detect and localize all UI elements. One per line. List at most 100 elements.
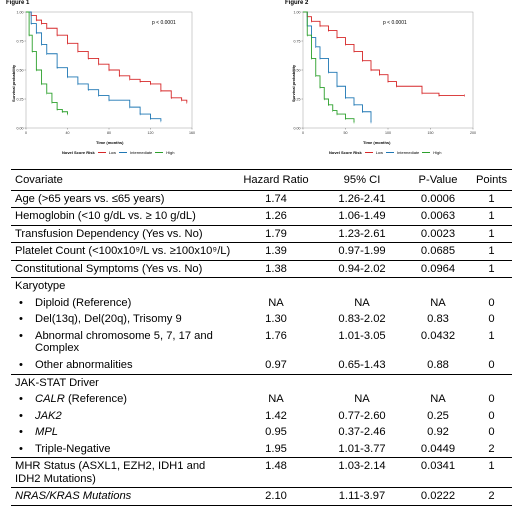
column-header-points: Points	[469, 169, 512, 191]
table-header-row: Covariate Hazard Ratio 95% CI P-Value Po…	[11, 169, 512, 191]
points-cell: 1	[469, 457, 512, 488]
figure-2-title: Figure 2	[285, 0, 309, 6]
x-tick-label: 150	[428, 131, 434, 135]
points-cell: 1	[469, 224, 512, 243]
legend-swatch-low	[364, 152, 373, 153]
figure-2-x-label: Time (months)	[363, 140, 391, 145]
points-cell: 0	[488, 426, 495, 439]
figure-2-y-label: Survival probability	[291, 64, 296, 102]
table-row: MPL 0.95 0.37-2.46 0.92 0	[11, 424, 512, 441]
covariate-label: Other abnormalities	[35, 359, 133, 372]
hazard-ratio-cell: 0.97	[265, 359, 287, 372]
p-value-cell: 0.0063	[405, 207, 469, 226]
ci-cell	[317, 277, 405, 295]
table-row: Other abnormalities 0.97 0.65-1.43 0.88 0	[11, 357, 512, 374]
covariate-cell: Platelet Count (<100x10⁹/L vs. ≥100x10⁹/…	[11, 242, 233, 261]
hazard-ratio-cell: 1.79	[233, 224, 317, 243]
ci-cell: 0.97-1.99	[317, 242, 405, 261]
ci-cell: 1.26-2.41	[338, 192, 386, 205]
covariate-label: Platelet Count (<100x10⁹/L vs. ≥100x10⁹/…	[15, 245, 231, 258]
legend-label-intermediate: Intermediate	[397, 150, 420, 155]
covariate-cell: Diploid (Reference)	[11, 295, 233, 312]
hazard-ratio-cell: NA	[268, 393, 284, 406]
legend-swatch-high	[422, 152, 431, 153]
covariate-cell: Other abnormalities	[11, 357, 233, 374]
table-row: Del(13q), Del(20q), Trisomy 9 1.30 0.83-2.…	[11, 311, 512, 328]
hazard-ratio-cell: 1.95	[265, 442, 287, 455]
x-tick-label: 50	[344, 131, 348, 135]
points-cell: 2	[469, 487, 512, 506]
covariate-label: Age (>65 years vs. ≤65 years)	[15, 192, 165, 205]
y-tick-label: 1.00	[17, 10, 24, 14]
legend-swatch-low	[97, 152, 106, 153]
covariate-label-suffix: (Reference)	[64, 393, 128, 406]
y-tick-label: 0.50	[294, 68, 301, 72]
covariate-cell: JAK-STAT Driver	[11, 373, 233, 392]
hazard-ratio-cell: 1.74	[265, 192, 287, 205]
figure-2-p-value: p < 0.0001	[383, 20, 407, 26]
figure-1-x-label: Time (months)	[96, 140, 124, 145]
hazard-ratio-cell: 1.39	[233, 242, 317, 261]
ci-cell: 1.06-1.49	[317, 207, 405, 226]
p-value-cell: 0.0964	[405, 259, 469, 278]
figure-2-km-plot: Figure 2 p < 0.0001 Survival probability…	[283, 0, 483, 160]
y-tick-label: 1.00	[294, 10, 301, 14]
y-tick-label: 0.75	[17, 39, 24, 43]
y-tick-label: 0.25	[17, 97, 24, 101]
figure-1-plot-area: 0 40 80 120 160 0.00 0.25 0.50 0.75 1.00	[17, 10, 196, 135]
covariate-cell: Triple-Negative	[11, 441, 233, 458]
legend-label-high: High	[433, 150, 442, 155]
y-tick-label: 0.50	[17, 68, 24, 72]
legend-title: Novel Score Risk	[329, 150, 362, 155]
survival-curve-high	[26, 11, 68, 115]
x-tick-label: 80	[107, 131, 111, 135]
p-value-cell: 0.0222	[405, 487, 469, 506]
table-row: Constitutional Symptoms (Yes vs. No) 1.38…	[11, 259, 512, 278]
p-value-cell: 0.0006	[420, 192, 456, 205]
covariate-label: Diploid (Reference)	[35, 296, 132, 309]
covariate-label: JAK-STAT Driver	[15, 376, 99, 389]
x-tick-label: 160	[189, 131, 195, 135]
figure-1-y-label: Survival probability	[11, 64, 16, 102]
ci-cell: 0.94-2.02	[317, 259, 405, 278]
y-tick-label: 0.75	[294, 39, 301, 43]
covariate-cell: NRAS/KRAS Mutations	[11, 487, 233, 506]
table-row: Hemoglobin (<10 g/dL vs. ≥ 10 g/dL) 1.26 1…	[11, 207, 512, 226]
covariate-cell: Hemoglobin (<10 g/dL vs. ≥ 10 g/dL)	[11, 207, 233, 226]
figure-2-plot-area: 0 50 100 150 200 0.00 0.25 0.50 0.75 1.00	[294, 10, 477, 135]
covariate-label: MPL	[35, 426, 59, 439]
survival-curve-intermediate	[26, 11, 162, 122]
points-cell: 0	[488, 409, 495, 422]
legend-title: Novel Score Risk	[62, 150, 95, 155]
p-value-cell	[405, 373, 469, 392]
p-value-cell: 0.25	[427, 409, 449, 422]
x-tick-label: 200	[470, 131, 476, 135]
p-value-cell: 0.0449	[420, 442, 456, 455]
covariate-cell: CALR (Reference)	[11, 391, 233, 408]
hazard-ratio-cell: 2.10	[233, 487, 317, 506]
covariate-label: NRAS/KRAS Mutations	[15, 490, 132, 503]
p-value-cell: 0.92	[427, 426, 449, 439]
points-cell: 1	[488, 192, 495, 205]
covariate-label: Abnormal chromosome 5, 7, 17 and Complex	[35, 329, 213, 355]
x-tick-label: 40	[66, 131, 70, 135]
table-row: Platelet Count (<100x10⁹/L vs. ≥100x10⁹/…	[11, 242, 512, 261]
figure-1-legend: Novel Score Risk Low Intermediate High	[62, 150, 175, 155]
table-row: NRAS/KRAS Mutations 2.10 1.11-3.97 0.0222 2	[11, 487, 512, 506]
legend-swatch-intermediate	[119, 152, 128, 153]
x-tick-label: 100	[385, 131, 391, 135]
covariate-cell: Abnormal chromosome 5, 7, 17 and Complex	[11, 328, 233, 357]
table-row: Triple-Negative 1.95 1.01-3.77 0.0449 2	[11, 441, 512, 458]
p-value-cell	[405, 277, 469, 295]
points-cell: 1	[469, 242, 512, 261]
column-header-p-value: P-Value	[405, 169, 469, 191]
p-value-cell: 0.83	[427, 313, 449, 326]
table-row: Abnormal chromosome 5, 7, 17 and Complex…	[11, 328, 512, 357]
covariate-cell: Del(13q), Del(20q), Trisomy 9	[11, 311, 233, 328]
x-tick-label: 120	[148, 131, 154, 135]
points-cell: 1	[469, 207, 512, 226]
points-cell: 0	[488, 313, 495, 326]
x-tick-label: 0	[25, 131, 27, 135]
p-value-cell: 0.0685	[405, 242, 469, 261]
covariate-label: Karyotype	[15, 280, 66, 293]
